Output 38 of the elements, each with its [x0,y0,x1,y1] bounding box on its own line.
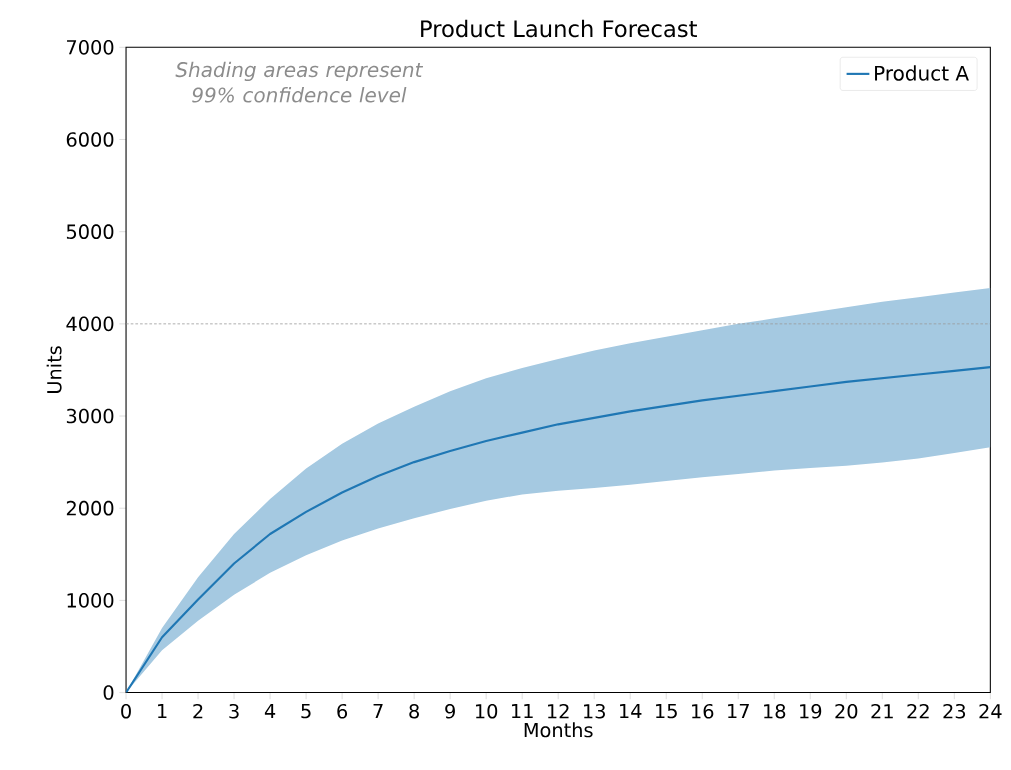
x-tick-label: 20 [835,704,858,719]
annotation: Shading areas represent 99% confidence level [175,61,424,103]
x-tick-label: 24 [979,704,1002,719]
x-tick-label: 23 [943,704,966,719]
x-tick-label: 1 [158,704,167,719]
y-tick-label: 7000 [67,40,114,55]
x-tick-label: 5 [301,704,311,719]
x-tick-label: 13 [584,704,605,719]
x-tick-label: 6 [337,704,348,719]
y-tick-label: 2000 [66,501,114,516]
x-tick-label: 12 [548,704,569,719]
x-tick-label: 2 [193,704,203,719]
x-tick-label: 9 [445,704,455,719]
x-tick-label: 10 [475,704,498,719]
y-tick-label: 3000 [66,408,114,424]
y-tick-label: 5000 [66,224,114,240]
x-tick-label: 15 [656,704,677,719]
x-tick-label: 0 [121,704,131,719]
x-axis-title: Months [524,722,593,738]
chart-title: Product Launch Forecast [421,19,697,38]
y-tick-label: 0 [103,685,114,701]
x-tick-label: 18 [764,704,786,719]
x-tick-label: 3 [229,704,239,719]
y-tick-label: 6000 [66,132,114,148]
legend-label: Product A [875,65,969,81]
x-tick-label: 8 [409,704,419,719]
x-tick-label: 7 [373,704,383,719]
x-tick-label: 19 [800,704,822,719]
x-tick-label: 4 [264,704,276,719]
x-tick-label: 17 [728,704,749,719]
y-axis-title: Units [46,346,62,394]
x-tick-label: 16 [692,704,714,719]
x-tick-label: 14 [620,704,642,719]
y-tick-label: 4000 [66,316,114,332]
x-tick-label: 11 [512,704,533,719]
x-tick-label: 21 [871,704,893,719]
y-tick-label: 1000 [67,593,114,608]
x-tick-label: 22 [907,704,929,719]
